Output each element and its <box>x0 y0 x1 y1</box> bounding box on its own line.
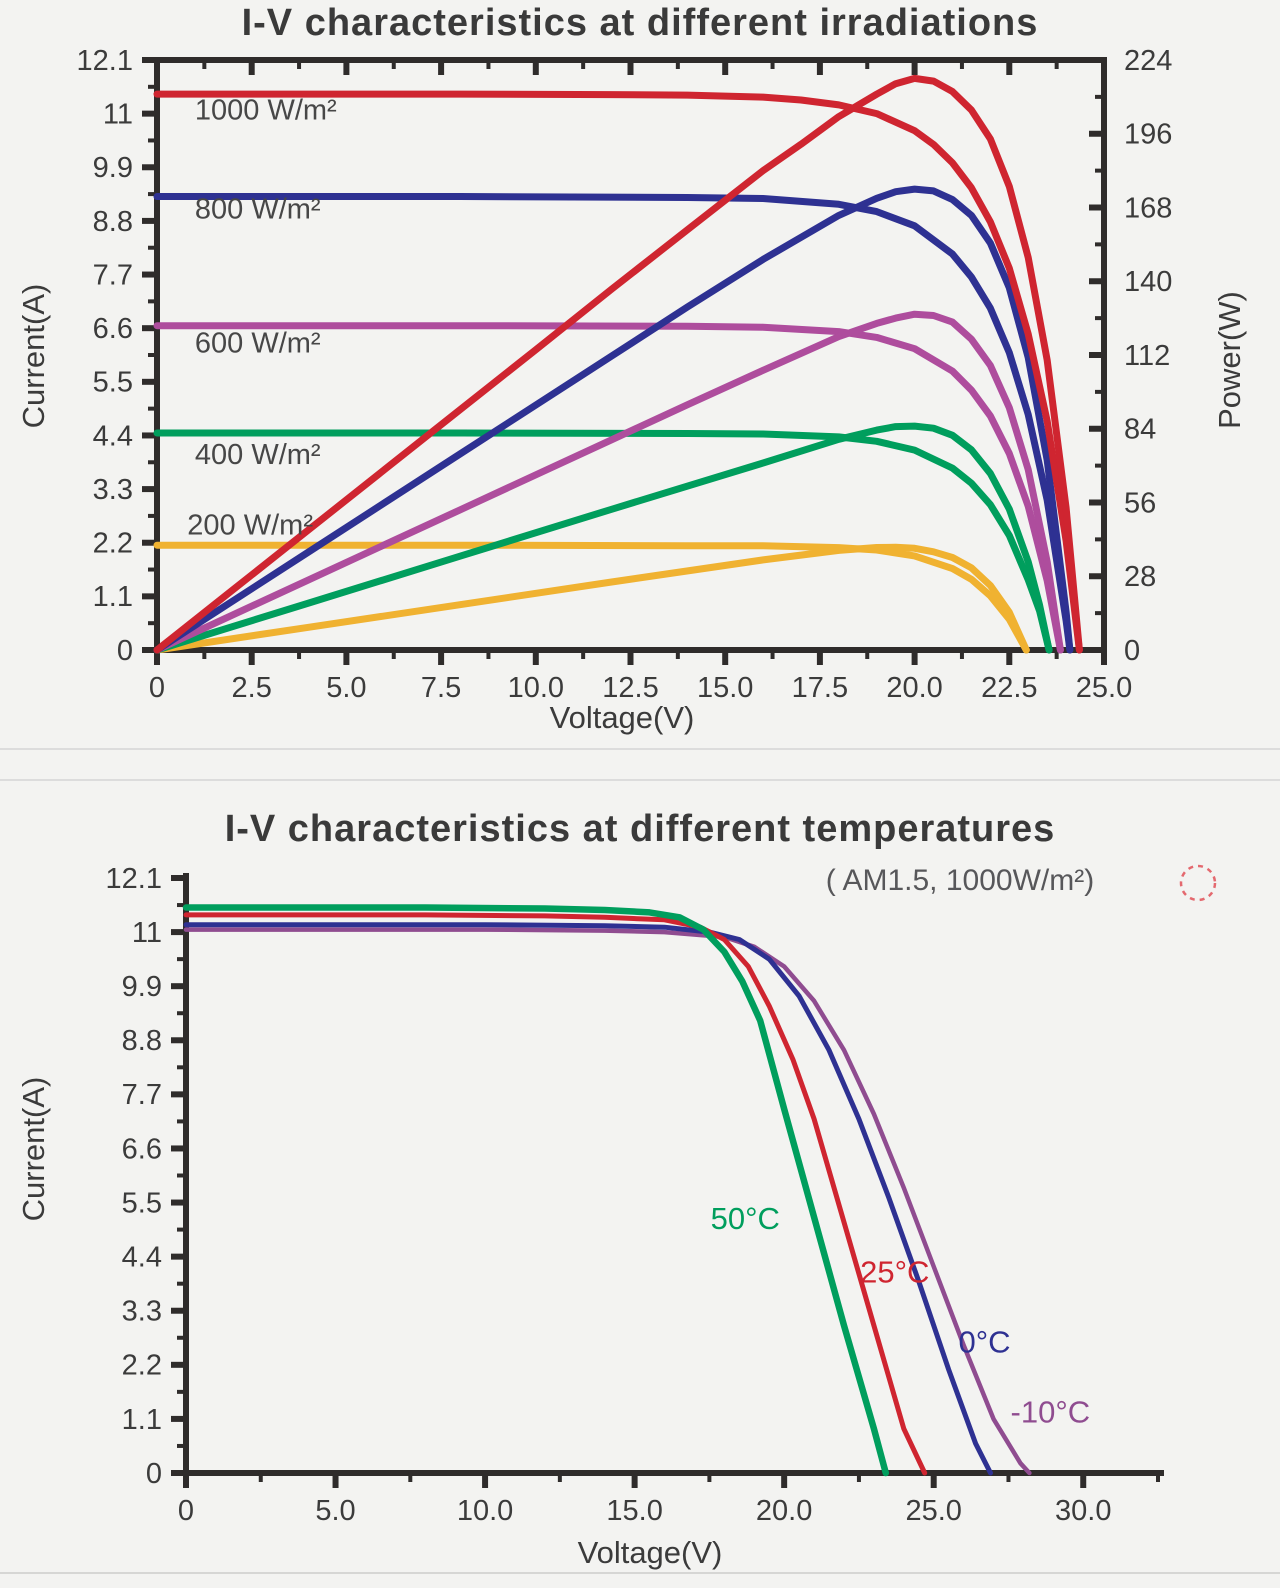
y-tick-label: 11 <box>103 98 133 130</box>
y-tick-label: 2.2 <box>93 528 133 560</box>
curve--10C <box>183 927 1032 1476</box>
irradiation-chart: 0 2.5 5.0 7.5 10.0 12.5 15.0 17.5 20.0 22.5 25.0 0 1… <box>16 45 1247 735</box>
curve-25C <box>183 912 928 1476</box>
curve-label: 0°C <box>959 1325 1011 1360</box>
curve-600Wm2-IV <box>153 322 1064 654</box>
y-axis-title: Current(A) <box>16 1077 51 1222</box>
power-tick-label: 140 <box>1124 266 1172 298</box>
curve-600Wm2-PV <box>153 310 1064 654</box>
y-tick-label: 7.7 <box>122 1079 162 1111</box>
power-tick-label: 56 <box>1124 487 1156 519</box>
power-tick-label: 84 <box>1124 414 1156 446</box>
y-tick-label: 7.7 <box>93 259 133 291</box>
x-tick-label: 20.0 <box>756 1495 812 1527</box>
temperature-chart: 0 5.0 10.0 15.0 20.0 25.0 30.0 0 1.1 2.2 3.3 4.4 5.5… <box>16 863 1217 1570</box>
y-tick-label: 4.4 <box>122 1241 162 1273</box>
y-tick-label: 1.1 <box>122 1404 162 1436</box>
curve-label: 400 W/m² <box>195 439 321 471</box>
y-tick-label: 1.1 <box>93 581 133 613</box>
power-tick-label: 224 <box>1124 45 1172 77</box>
curve-label: 800 W/m² <box>195 194 321 226</box>
x-tick-label: 2.5 <box>232 672 272 704</box>
y-tick-label: 9.9 <box>93 152 133 184</box>
footer-divider <box>0 1572 1280 1574</box>
y-tick-label: 3.3 <box>93 474 133 506</box>
curve-0C <box>183 922 993 1476</box>
temperature-chart-subtitle: ( AM1.5, 1000W/m²) <box>825 864 1095 897</box>
curve-1000Wm2-PV <box>153 74 1083 654</box>
curve-label: 25°C <box>860 1254 929 1289</box>
y-tick-label: 2.2 <box>122 1350 162 1382</box>
x-tick-label: 20.0 <box>886 672 942 704</box>
x-tick-label: 15.0 <box>697 672 753 704</box>
x-tick-label: 10.0 <box>508 672 564 704</box>
y-tick-label: 9.9 <box>122 971 162 1003</box>
x-tick-label: 0 <box>149 672 165 704</box>
curve-1000Wm2-IV <box>153 90 1083 654</box>
curve-800Wm2-IV <box>153 193 1074 654</box>
y-tick-label: 0 <box>146 1458 162 1490</box>
dashed-circle-annotation <box>1179 864 1217 902</box>
curve-50C <box>182 904 890 1477</box>
plot-axes <box>183 873 1164 1476</box>
x-tick-label: 15.0 <box>606 1495 662 1527</box>
x-axis-title: Voltage(V) <box>550 700 695 735</box>
curve-200Wm2-PV <box>153 543 1030 654</box>
x-tick-label: 10.0 <box>457 1495 513 1527</box>
x-tick-label: 0 <box>178 1495 194 1527</box>
curve-label: -10°C <box>1011 1395 1091 1430</box>
y-tick-label: 8.8 <box>122 1025 162 1057</box>
y-tick-label: 3.3 <box>122 1296 162 1328</box>
y-axis-title: Current(A) <box>16 284 51 429</box>
y-tick-label: 8.8 <box>93 206 133 238</box>
x-tick-label: 30.0 <box>1055 1495 1111 1527</box>
x-axis-title: Voltage(V) <box>578 1535 723 1570</box>
x-tick-label: 17.5 <box>792 672 848 704</box>
power-axis-title: Power(W) <box>1212 291 1247 429</box>
y-tick-label: 12.1 <box>77 45 133 77</box>
y-tick-label: 0 <box>117 635 133 667</box>
y-tick-label: 5.5 <box>93 367 133 399</box>
section-divider-bottom <box>0 779 1280 781</box>
x-tick-label: 25.0 <box>905 1495 961 1527</box>
x-tick-label: 22.5 <box>981 672 1037 704</box>
curve-800Wm2-PV <box>153 185 1074 654</box>
y-tick-label: 12.1 <box>106 863 162 895</box>
curve-200Wm2-IV <box>153 541 1030 654</box>
y-tick-label: 6.6 <box>93 313 133 345</box>
x-tick-label: 12.5 <box>602 672 658 704</box>
power-tick-label: 168 <box>1124 192 1172 224</box>
y-tick-label: 4.4 <box>93 420 133 452</box>
curve-label: 50°C <box>711 1201 780 1236</box>
irradiation-chart-title: I-V characteristics at different irradia… <box>241 2 1039 44</box>
power-tick-label: 28 <box>1124 561 1156 593</box>
y-tick-label: 6.6 <box>122 1133 162 1165</box>
curve-400Wm2-PV <box>153 422 1053 654</box>
x-tick-label: 7.5 <box>421 672 461 704</box>
y-tick-label: 11 <box>132 917 162 949</box>
curve-label: 200 W/m² <box>187 510 313 542</box>
power-tick-label: 196 <box>1124 119 1172 151</box>
curve-label: 1000 W/m² <box>195 95 337 127</box>
curve-label: 600 W/m² <box>195 328 321 360</box>
curve-400Wm2-IV <box>153 429 1053 654</box>
power-tick-label: 112 <box>1124 340 1170 372</box>
section-divider-top <box>0 748 1280 750</box>
power-tick-label: 0 <box>1124 635 1140 667</box>
x-tick-label: 25.0 <box>1076 672 1132 704</box>
y-tick-label: 5.5 <box>122 1187 162 1219</box>
temperature-chart-title: I-V characteristics at different tempera… <box>224 808 1056 850</box>
x-tick-label: 5.0 <box>315 1495 355 1527</box>
x-tick-label: 5.0 <box>326 672 366 704</box>
